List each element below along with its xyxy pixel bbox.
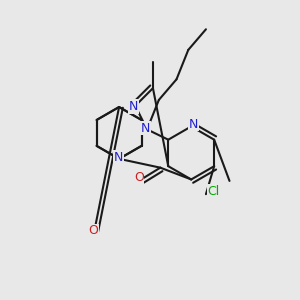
Text: N: N xyxy=(114,151,123,164)
Text: O: O xyxy=(88,224,98,238)
Text: N: N xyxy=(189,118,198,130)
Text: N: N xyxy=(129,100,138,113)
Text: N: N xyxy=(141,122,150,135)
Text: O: O xyxy=(134,172,144,184)
Text: Cl: Cl xyxy=(207,185,219,198)
